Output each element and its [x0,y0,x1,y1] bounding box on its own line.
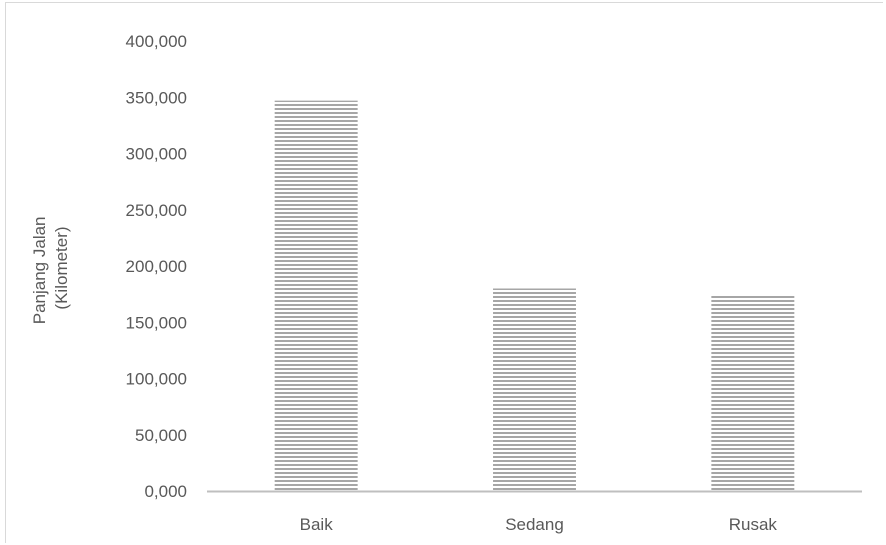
y-tick-label: 200,000 [126,257,187,276]
y-tick-label: 400,000 [126,32,187,51]
x-tick-label: Sedang [505,515,564,534]
x-tick-label: Baik [300,515,334,534]
bar-baik [274,100,358,491]
y-axis-title-line-1: Panjang Jalan [30,216,49,324]
y-axis-ticks: 0,000 50,000 100,000 150,000 200,000 250,000 3… [126,32,187,501]
bars [274,100,795,491]
y-tick-label: 150,000 [126,313,187,332]
y-tick-label: 0,000 [144,482,187,501]
y-tick-label: 300,000 [126,145,187,164]
bar-rusak [711,295,795,491]
y-tick-label: 50,000 [135,426,187,445]
y-tick-label: 350,000 [126,88,187,107]
bar-sedang [493,288,576,491]
x-axis-ticks: Baik Sedang Rusak [300,515,778,534]
y-tick-label: 250,000 [126,201,187,220]
y-axis-title: Panjang Jalan (Kilometer) [30,212,71,325]
x-tick-label: Rusak [729,515,778,534]
y-axis-title-line-2: (Kilometer) [52,226,71,309]
y-tick-label: 100,000 [126,370,187,389]
